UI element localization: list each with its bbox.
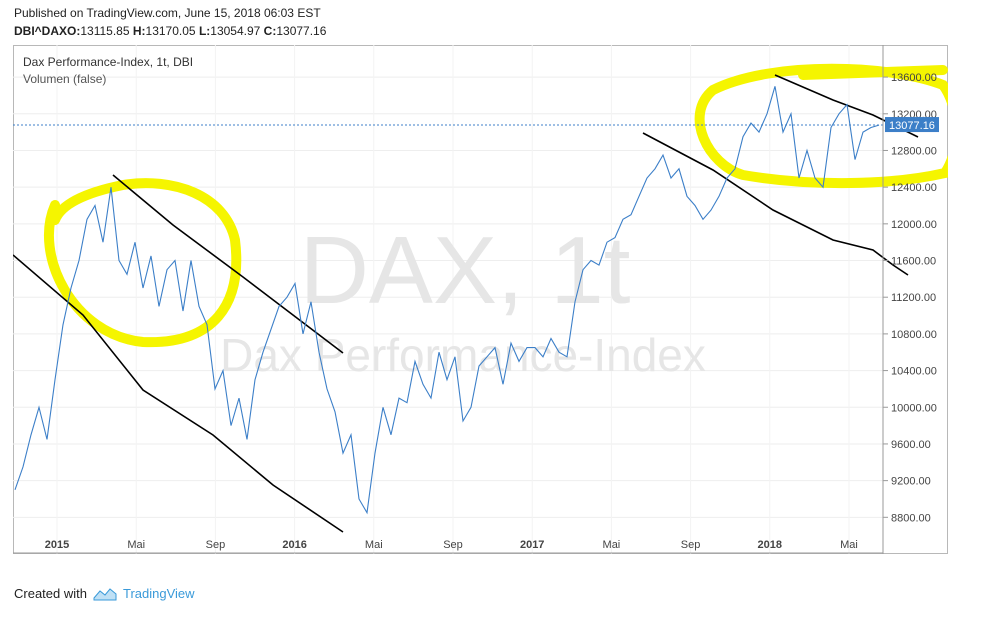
x-tick-label: Sep bbox=[206, 539, 226, 551]
low-value: 13054.97 bbox=[210, 24, 261, 38]
created-with-label: Created with bbox=[14, 586, 87, 601]
y-tick-label: 11200.00 bbox=[891, 292, 936, 304]
x-tick-label: Mai bbox=[603, 539, 621, 551]
x-tick-label: 2017 bbox=[520, 539, 544, 551]
trend-line-upper-left bbox=[112, 174, 344, 354]
chart-border bbox=[13, 45, 948, 554]
y-tick-label: 13600.00 bbox=[891, 72, 937, 84]
tradingview-brand-link[interactable]: TradingView bbox=[122, 586, 195, 601]
watermark-symbol: DAX, 1t bbox=[300, 217, 631, 324]
symbol-label: DBI^DAXO: bbox=[14, 24, 81, 38]
y-tick-label: 12400.00 bbox=[891, 182, 937, 194]
y-tick-label: 9600.00 bbox=[891, 439, 931, 451]
footer: Created with TradingView bbox=[14, 586, 195, 601]
trend-line-lower-left bbox=[12, 254, 344, 533]
y-tick-label: 10400.00 bbox=[891, 366, 937, 378]
watermark-name: Dax Performance-Index bbox=[220, 329, 706, 381]
x-tick-label: Sep bbox=[681, 539, 701, 551]
price-chart[interactable]: DAX, 1t Dax Performance-Index 13600.00 13… bbox=[12, 45, 962, 554]
x-tick-label: 2016 bbox=[282, 539, 306, 551]
chart-area[interactable]: DAX, 1t Dax Performance-Index 13600.00 13… bbox=[12, 45, 962, 554]
y-tick-label: 12000.00 bbox=[891, 219, 937, 231]
x-tick-label: Mai bbox=[127, 539, 145, 551]
y-tick-label: 12800.00 bbox=[891, 145, 937, 157]
price-badge-label: 13077.16 bbox=[889, 120, 935, 132]
x-tick-label: 2015 bbox=[45, 539, 69, 551]
x-tick-label: Mai bbox=[840, 539, 858, 551]
close-value: 13077.16 bbox=[276, 24, 327, 38]
x-tick-label: Mai bbox=[365, 539, 383, 551]
tradingview-logo-icon bbox=[93, 587, 117, 600]
trend-line-right-lower bbox=[642, 132, 909, 276]
price-badge: 13077.16 bbox=[885, 117, 939, 133]
y-axis: 13600.0013200.0012800.0012400.0012000.00… bbox=[882, 45, 937, 554]
high-value: 13170.05 bbox=[145, 24, 196, 38]
volume-label: Volumen (false) bbox=[23, 72, 106, 86]
y-tick-label: 10000.00 bbox=[891, 402, 937, 414]
y-tick-label: 10800.00 bbox=[891, 329, 937, 341]
x-tick-label: Sep bbox=[443, 539, 463, 551]
x-axis: 2015 Mai Sep 2016 Mai Sep 2017 Mai Sep 2018 Mai bbox=[13, 539, 883, 554]
y-tick-label: 11600.00 bbox=[891, 256, 936, 268]
published-note: Published on TradingView.com, June 15, 2… bbox=[14, 6, 321, 20]
open-value: 13115.85 bbox=[80, 24, 130, 38]
watermark: DAX, 1t Dax Performance-Index bbox=[220, 217, 706, 381]
ohlc-readout: DBI^DAXO:13115.85 H:13170.05 L:13054.97 … bbox=[14, 24, 327, 38]
trend-lines bbox=[12, 74, 919, 533]
x-tick-label: 2018 bbox=[758, 539, 782, 551]
y-tick-label: 9200.00 bbox=[891, 476, 931, 488]
chart-title: Dax Performance-Index, 1t, DBI bbox=[23, 55, 193, 69]
price-series-line bbox=[14, 86, 880, 515]
y-tick-label: 8800.00 bbox=[891, 512, 931, 524]
